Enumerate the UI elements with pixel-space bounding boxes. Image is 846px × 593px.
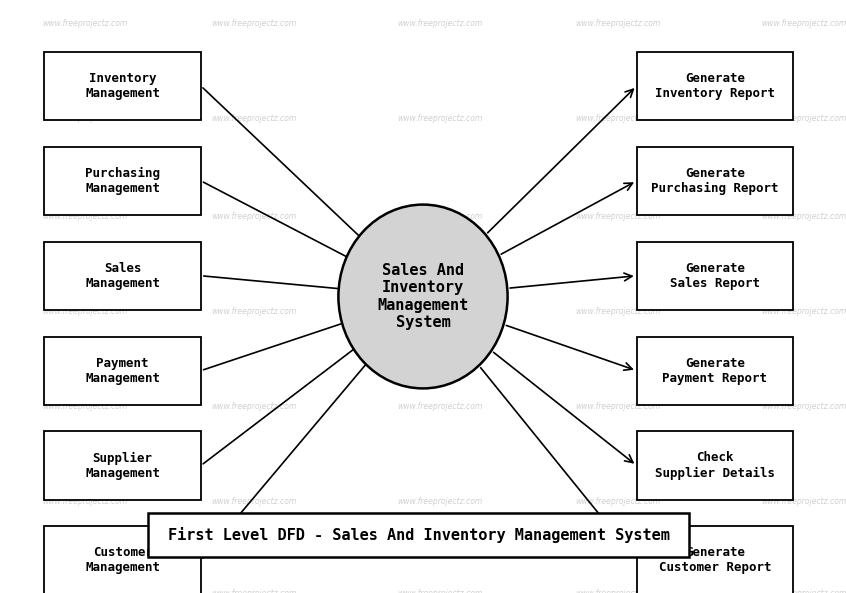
FancyBboxPatch shape [636, 52, 793, 120]
Text: www.freeprojectz.com: www.freeprojectz.com [42, 588, 127, 593]
Text: Purchasing
Management: Purchasing Management [85, 167, 160, 195]
Text: First Level DFD - Sales And Inventory Management System: First Level DFD - Sales And Inventory Ma… [168, 527, 670, 543]
Text: www.freeprojectz.com: www.freeprojectz.com [212, 307, 296, 316]
Text: www.freeprojectz.com: www.freeprojectz.com [42, 496, 127, 506]
Text: Inventory
Management: Inventory Management [85, 72, 160, 100]
Text: www.freeprojectz.com: www.freeprojectz.com [42, 212, 127, 221]
Text: Generate
Purchasing Report: Generate Purchasing Report [651, 167, 778, 195]
Text: www.freeprojectz.com: www.freeprojectz.com [575, 496, 660, 506]
Text: www.freeprojectz.com: www.freeprojectz.com [42, 307, 127, 316]
Text: www.freeprojectz.com: www.freeprojectz.com [761, 19, 846, 28]
Text: www.freeprojectz.com: www.freeprojectz.com [212, 401, 296, 411]
Text: www.freeprojectz.com: www.freeprojectz.com [398, 496, 482, 506]
Text: www.freeprojectz.com: www.freeprojectz.com [212, 496, 296, 506]
Text: www.freeprojectz.com: www.freeprojectz.com [575, 114, 660, 123]
FancyBboxPatch shape [44, 432, 201, 499]
Text: Check
Supplier Details: Check Supplier Details [655, 451, 775, 480]
Text: Sales
Management: Sales Management [85, 262, 160, 290]
Text: www.freeprojectz.com: www.freeprojectz.com [212, 114, 296, 123]
FancyBboxPatch shape [636, 147, 793, 215]
Text: www.freeprojectz.com: www.freeprojectz.com [398, 212, 482, 221]
Text: Generate
Customer Report: Generate Customer Report [659, 546, 771, 575]
FancyBboxPatch shape [636, 432, 793, 499]
Text: www.freeprojectz.com: www.freeprojectz.com [761, 401, 846, 411]
Ellipse shape [338, 205, 508, 388]
FancyBboxPatch shape [44, 527, 201, 593]
FancyBboxPatch shape [44, 147, 201, 215]
Text: www.freeprojectz.com: www.freeprojectz.com [761, 496, 846, 506]
FancyBboxPatch shape [44, 52, 201, 120]
Text: www.freeprojectz.com: www.freeprojectz.com [212, 212, 296, 221]
FancyBboxPatch shape [636, 337, 793, 404]
Text: Generate
Sales Report: Generate Sales Report [670, 262, 760, 290]
Text: www.freeprojectz.com: www.freeprojectz.com [398, 114, 482, 123]
Text: www.freeprojectz.com: www.freeprojectz.com [212, 588, 296, 593]
Text: www.freeprojectz.com: www.freeprojectz.com [575, 212, 660, 221]
Text: www.freeprojectz.com: www.freeprojectz.com [575, 588, 660, 593]
FancyBboxPatch shape [636, 527, 793, 593]
Text: www.freeprojectz.com: www.freeprojectz.com [398, 588, 482, 593]
Text: www.freeprojectz.com: www.freeprojectz.com [398, 307, 482, 316]
Text: www.freeprojectz.com: www.freeprojectz.com [42, 401, 127, 411]
Text: www.freeprojectz.com: www.freeprojectz.com [575, 19, 660, 28]
Text: Sales And
Inventory
Management
System: Sales And Inventory Management System [377, 263, 469, 330]
Text: www.freeprojectz.com: www.freeprojectz.com [398, 19, 482, 28]
Text: www.freeprojectz.com: www.freeprojectz.com [398, 401, 482, 411]
FancyBboxPatch shape [148, 513, 689, 557]
Text: Payment
Management: Payment Management [85, 356, 160, 385]
Text: Supplier
Management: Supplier Management [85, 451, 160, 480]
Text: Generate
Payment Report: Generate Payment Report [662, 356, 767, 385]
Text: www.freeprojectz.com: www.freeprojectz.com [761, 114, 846, 123]
Text: www.freeprojectz.com: www.freeprojectz.com [761, 212, 846, 221]
Text: www.freeprojectz.com: www.freeprojectz.com [575, 307, 660, 316]
FancyBboxPatch shape [44, 242, 201, 310]
Text: www.freeprojectz.com: www.freeprojectz.com [761, 307, 846, 316]
Text: www.freeprojectz.com: www.freeprojectz.com [212, 19, 296, 28]
Text: www.freeprojectz.com: www.freeprojectz.com [42, 114, 127, 123]
FancyBboxPatch shape [44, 337, 201, 404]
FancyBboxPatch shape [636, 242, 793, 310]
Text: www.freeprojectz.com: www.freeprojectz.com [575, 401, 660, 411]
Text: www.freeprojectz.com: www.freeprojectz.com [42, 19, 127, 28]
Text: Customer
Management: Customer Management [85, 546, 160, 575]
Text: www.freeprojectz.com: www.freeprojectz.com [761, 588, 846, 593]
Text: Generate
Inventory Report: Generate Inventory Report [655, 72, 775, 100]
